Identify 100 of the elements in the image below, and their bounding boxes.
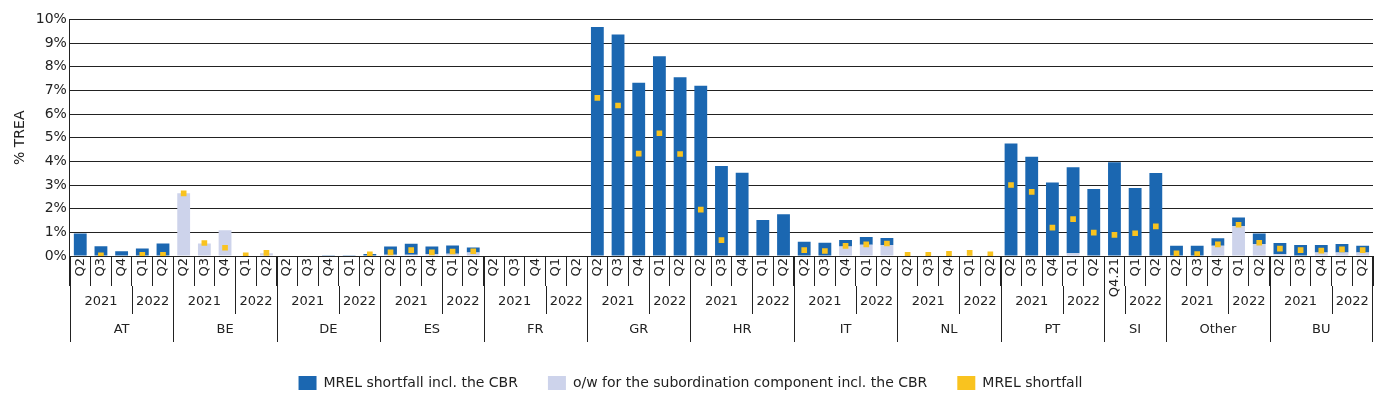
x-tick-label: Q2: [278, 258, 294, 277]
text: 2022: [653, 293, 687, 309]
x-tick-label: Q4: [630, 258, 646, 277]
point: [842, 243, 849, 249]
x-tick-label: Q1: [1333, 258, 1349, 277]
point: [884, 240, 890, 247]
x-tick-label: Q3: [1188, 258, 1204, 277]
text: 2021: [187, 293, 221, 309]
bar: [756, 220, 770, 256]
text: 2022: [136, 293, 170, 309]
text: 2022: [1232, 293, 1266, 309]
x-tick-label: Q2: [981, 258, 997, 277]
x-tick-label: Q4: [1312, 258, 1328, 277]
y-axis-title: % TREA: [11, 110, 28, 165]
bar: [590, 26, 604, 256]
x-tick-label: Q3: [919, 258, 935, 277]
bar: [177, 193, 191, 256]
bar: [1045, 182, 1059, 256]
text: GR: [629, 321, 649, 337]
x-tick-label: Q4: [940, 258, 956, 277]
text: 2021: [704, 293, 739, 309]
x-tick-label: Q3: [816, 258, 832, 277]
x-tick-label: Q1: [650, 258, 666, 277]
y-tick-label: 8%: [44, 57, 67, 74]
x-tick-label: Q3: [1291, 258, 1307, 277]
text: 2022: [342, 293, 377, 309]
text: AT: [113, 321, 130, 337]
text: ES: [423, 321, 441, 337]
x-tick-label: Q2: [257, 258, 273, 277]
x-tick-label: Q1: [1064, 258, 1080, 277]
text: HR: [732, 321, 752, 337]
bar: [1211, 245, 1225, 256]
point: [594, 95, 601, 101]
point: [1028, 189, 1035, 195]
x-tick-label: Q2: [1002, 258, 1018, 277]
bar: [1066, 253, 1080, 256]
x-tick-label: Q3: [402, 258, 418, 277]
x-tick-label: Q4: [733, 258, 749, 277]
x-tick-label: Q2: [671, 258, 687, 277]
text: SI: [1129, 321, 1142, 337]
x-tick-label: Q4: [216, 258, 232, 277]
x-tick-label: Q2: [1250, 258, 1266, 277]
bar: [839, 246, 852, 256]
x-tick-label: Q4: [319, 258, 335, 277]
x-tick-label: Q3: [712, 258, 728, 277]
x-tick-label: Q2: [71, 258, 87, 277]
x-tick-label: Q4: [526, 258, 542, 277]
text: 2021: [1015, 293, 1049, 309]
point: [1256, 239, 1263, 246]
x-tick-label: Q1: [754, 258, 770, 277]
point: [656, 130, 663, 137]
text: 2022: [963, 293, 997, 309]
bar: [1087, 189, 1101, 256]
x-tick-label: Q1: [1229, 258, 1245, 277]
text: BU: [1312, 321, 1331, 337]
x-tick-label: Q2: [1354, 258, 1370, 277]
x-tick-label: Q2: [485, 258, 501, 277]
legend-label: MREL shortfall: [982, 373, 1083, 390]
point: [201, 240, 208, 246]
y-tick-label: 1%: [44, 222, 67, 239]
x-tick-label: Q2: [464, 258, 480, 277]
bar: [1128, 188, 1142, 256]
text: Other: [1199, 321, 1237, 337]
y-tick-label: 4%: [44, 152, 67, 168]
bar: [859, 244, 873, 256]
x-tick-label: Q1: [133, 258, 149, 277]
x-tick-label: Q2: [361, 258, 377, 277]
text: 2022: [1128, 293, 1163, 309]
text: 2022: [446, 293, 480, 309]
text: DE: [319, 321, 338, 337]
text: 2021: [394, 293, 428, 309]
point: [222, 244, 228, 251]
bar: [694, 85, 708, 256]
bar: [1108, 162, 1121, 256]
legend-label: MREL shortfall incl. the CBR: [323, 373, 519, 390]
text: 2021: [498, 293, 532, 309]
bar: [73, 233, 87, 256]
y-tick-label: 5%: [44, 128, 67, 145]
x-tick-label: Q1: [1126, 258, 1142, 277]
x-tick-label: Q2: [588, 258, 604, 277]
text: 2021: [808, 293, 842, 309]
text: PT: [1044, 321, 1061, 337]
point: [1152, 223, 1159, 230]
y-tick-label: 0%: [44, 246, 67, 263]
text: 2021: [291, 293, 325, 309]
x-tick-label: Q2: [898, 258, 914, 277]
bar: [611, 34, 625, 256]
point: [367, 251, 373, 256]
bar: [1252, 243, 1266, 256]
bar: [1356, 252, 1370, 256]
y-tick-label: 9%: [44, 33, 67, 50]
x-tick-label: Q1: [340, 258, 356, 277]
x-tick-label: Q2: [1085, 258, 1101, 277]
x-tick-label: Q3: [92, 258, 108, 277]
bar: [880, 244, 894, 256]
x-tick-label: Q2: [692, 258, 708, 277]
text: FR: [527, 321, 544, 337]
point: [1132, 230, 1138, 237]
x-tick-label: Q1: [961, 258, 977, 277]
x-tick-label: Q2: [878, 258, 894, 277]
